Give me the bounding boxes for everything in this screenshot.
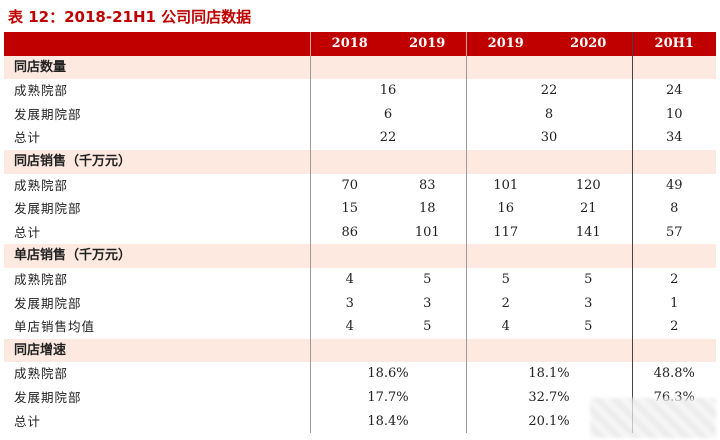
row-label: 成熟院部 (14, 366, 69, 382)
value-cell: 34 (631, 126, 716, 150)
value-cell: 5 (465, 267, 545, 292)
row-label: 发展期院部 (14, 106, 82, 122)
row-label: 成熟院部 (14, 271, 69, 287)
value-cell: 83 (418, 177, 436, 193)
row-label: 发展期院部 (14, 295, 82, 311)
value-cell: 10 (631, 102, 716, 127)
section-title: 同店销售（千万元） (4, 149, 310, 174)
blurred-watermark (590, 398, 716, 438)
row-label: 总计 (14, 224, 42, 240)
value-cell: 120 (575, 177, 601, 193)
row-label: 总计 (14, 413, 42, 429)
row-label: 发展期院部 (14, 201, 82, 217)
value-cell: 49 (631, 173, 716, 198)
value-cell: 101 (465, 173, 545, 198)
value-cell: 48.8% (631, 362, 716, 386)
section-row-store-count: 同店数量 (4, 55, 716, 80)
same-store-table: 2018 2019 2019 2020 20H1 同店数量 成熟院部 16 22… (4, 32, 716, 434)
value-cell: 16 (309, 79, 466, 103)
value-cell: 4 (309, 315, 389, 339)
value-cell: 1 (631, 291, 716, 316)
table-row: 成熟院部 4 5 5 5 2 (4, 267, 716, 292)
section-title: 同店数量 (4, 55, 310, 80)
value-cell: 18.6% (309, 362, 466, 386)
value-cell: 6 (309, 102, 466, 127)
section-title: 单店销售（千万元） (4, 244, 310, 268)
header-col-20h1: 20H1 (631, 32, 716, 56)
section-row-per-store-sales: 单店销售（千万元） (4, 244, 716, 268)
value-cell: 22 (465, 79, 632, 103)
section-row-same-store-sales: 同店销售（千万元） (4, 149, 716, 174)
table-row: 发展期院部 15 18 16 21 8 (4, 197, 716, 221)
value-cell: 18.1% (465, 362, 632, 386)
value-cell: 117 (465, 220, 545, 245)
value-cell: 57 (631, 220, 716, 245)
value-cell: 8 (631, 197, 716, 221)
header-col-2018: 2018 (309, 32, 389, 56)
value-cell: 16 (465, 197, 545, 221)
header-col-2019a: 2019 (389, 32, 466, 56)
table-row: 单店销售均值 4 5 4 5 2 (4, 315, 716, 339)
table-row: 成熟院部 18.6% 18.1% 48.8% (4, 362, 716, 386)
value-cell: 5 (584, 319, 593, 335)
value-cell: 22 (309, 126, 466, 150)
value-cell: 141 (575, 224, 601, 240)
value-cell: 2 (465, 291, 545, 316)
value-cell: 15 (309, 197, 389, 221)
value-cell: 3 (309, 291, 389, 316)
row-label: 发展期院部 (14, 389, 82, 405)
value-cell: 18.4% (309, 409, 466, 434)
table-caption: 表 12：2018-21H1 公司同店数据 (8, 8, 252, 26)
header-col-2020: 2020 (545, 32, 632, 56)
value-cell: 5 (423, 319, 432, 335)
value-cell: 86 (309, 220, 389, 245)
value-cell: 30 (465, 126, 632, 150)
value-cell: 5 (584, 271, 593, 287)
table-row: 发展期院部 3 3 2 3 1 (4, 291, 716, 316)
value-cell: 21 (579, 201, 597, 217)
row-label: 总计 (14, 130, 42, 146)
value-cell: 4 (465, 315, 545, 339)
table-row: 总计 22 30 34 (4, 126, 716, 150)
row-label: 成熟院部 (14, 177, 69, 193)
value-cell: 2 (631, 315, 716, 339)
value-cell: 5 (423, 271, 432, 287)
value-cell: 24 (631, 79, 716, 103)
header-col-2019b: 2019 (465, 32, 545, 56)
value-cell: 3 (423, 295, 432, 311)
same-store-table-container: 2018 2019 2019 2020 20H1 同店数量 成熟院部 16 22… (4, 32, 716, 434)
header-label-cell (4, 32, 310, 56)
row-label: 成熟院部 (14, 83, 69, 99)
section-row-same-store-growth: 同店增速 (4, 338, 716, 363)
value-cell: 2 (631, 267, 716, 292)
row-label: 单店销售均值 (14, 319, 96, 335)
value-cell: 4 (309, 267, 389, 292)
section-title: 同店增速 (4, 338, 310, 363)
table-row: 发展期院部 6 8 10 (4, 102, 716, 127)
value-cell: 70 (309, 173, 389, 198)
value-cell: 101 (414, 224, 440, 240)
value-cell: 3 (584, 295, 593, 311)
value-cell: 17.7% (309, 385, 466, 410)
value-cell: 8 (465, 102, 632, 127)
table-row: 成熟院部 16 22 24 (4, 79, 716, 103)
table-row: 总计 86 101 117 141 57 (4, 220, 716, 245)
table-header-row: 2018 2019 2019 2020 20H1 (4, 32, 716, 56)
value-cell: 18 (418, 201, 436, 217)
table-row: 成熟院部 70 83 101 120 49 (4, 173, 716, 198)
